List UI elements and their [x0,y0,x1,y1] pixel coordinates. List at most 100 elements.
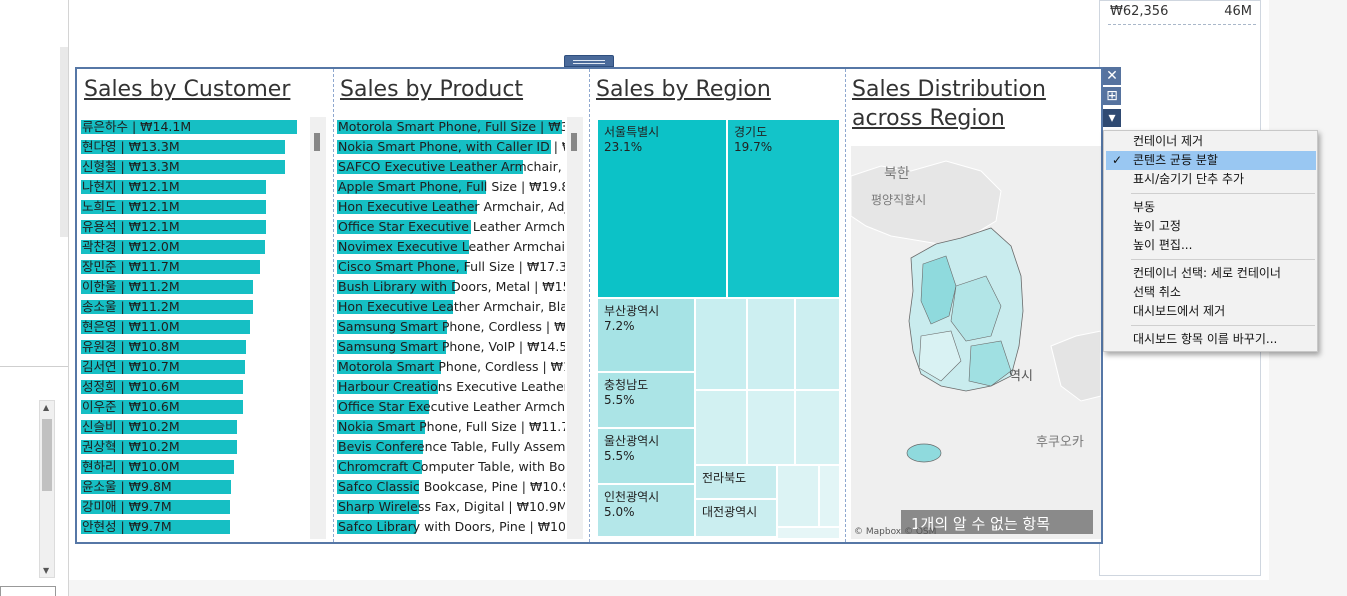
customer-bar-row[interactable]: 유원경 | ₩10.8M [81,337,309,357]
customer-bar-row[interactable]: 현은영 | ₩11.0M [81,317,309,337]
customer-bar[interactable] [81,400,243,414]
product-bar-row[interactable]: Hon Executive Leather Armchair, Adjus [337,197,565,217]
customer-bar-row[interactable]: 김서연 | ₩10.7M [81,357,309,377]
customer-bar[interactable] [81,120,297,134]
product-bar-list[interactable]: Motorola Smart Phone, Full Size | ₩30. No… [337,117,565,539]
product-bar[interactable] [337,440,423,454]
product-bar[interactable] [337,140,551,154]
customer-bar-row[interactable]: 윤소울 | ₩9.8M [81,477,309,497]
product-bar-row[interactable]: Office Star Executive Leather Armchair, [337,397,565,417]
customer-bar-list[interactable]: 류은하수 | ₩14.1M 현다영 | ₩13.3M 신형철 | ₩13.3M 나현지… [81,117,309,539]
product-bar-row[interactable]: Nokia Smart Phone, Full Size | ₩11.7M [337,417,565,437]
product-bar-row[interactable]: Safco Library with Doors, Pine | ₩10.5M [337,517,565,537]
product-bar[interactable] [337,160,523,174]
customer-bar[interactable] [81,300,253,314]
treemap-tile[interactable] [819,465,840,527]
region-treemap[interactable]: 서울특별시 23.1% 경기도 19.7% 부산광역시 7.2% 충청남도 5.… [597,119,840,539]
product-bar[interactable] [337,200,477,214]
product-bar-row[interactable]: Motorola Smart Phone, Cordless | ₩13 [337,357,565,377]
product-bar[interactable] [337,240,469,254]
product-bar-row[interactable]: Samsung Smart Phone, VoIP | ₩14.5M [337,337,565,357]
customer-bar-row[interactable]: 신형철 | ₩13.3M [81,157,309,177]
customer-bar-row[interactable]: 안현성 | ₩9.7M [81,517,309,537]
container-drag-handle[interactable] [564,55,614,67]
product-bar-row[interactable]: Motorola Smart Phone, Full Size | ₩30. [337,117,565,137]
customer-bar[interactable] [81,420,237,434]
treemap-tile[interactable] [695,390,747,465]
product-bar-row[interactable]: Novimex Executive Leather Armchair, A [337,237,565,257]
product-bar-row[interactable]: Apple Smart Phone, Full Size | ₩19.8M [337,177,565,197]
treemap-tile-gyeonggi[interactable]: 경기도 19.7% [727,119,840,298]
product-bar-row[interactable]: Bush Library with Doors, Metal | ₩15.7 [337,277,565,297]
product-bar[interactable] [337,400,429,414]
customer-bar[interactable] [81,340,246,354]
pin-icon[interactable]: ⊞ [1103,87,1121,105]
korea-map[interactable]: 북한 평양직할시 역시 후쿠오카 1개의 알 수 없는 항목 © Mapbox … [851,146,1101,539]
vertical-container[interactable]: Sales by Customer 류은하수 | ₩14.1M 현다영 | ₩13… [75,67,1103,544]
product-bar[interactable] [337,380,438,394]
product-bar[interactable] [337,360,441,374]
customer-bar[interactable] [81,280,253,294]
customer-bar[interactable] [81,380,243,394]
menu-item-remove-container[interactable]: 컨테이너 제거 [1106,132,1316,151]
customer-bar[interactable] [81,260,260,274]
close-icon[interactable]: ✕ [1103,67,1121,85]
dropdown-menu-icon[interactable]: ▾ [1103,109,1121,127]
treemap-tile-jeonbuk[interactable]: 전라북도 [695,465,777,499]
customer-bar-row[interactable]: 류은하수 | ₩14.1M [81,117,309,137]
product-bar[interactable] [337,500,419,514]
product-bar-row[interactable]: Sharp Wireless Fax, Digital | ₩10.9M [337,497,565,517]
menu-item-fix-height[interactable]: 높이 고정 [1106,217,1316,236]
product-scrollbar[interactable] [567,117,583,539]
unknown-items-indicator[interactable]: 1개의 알 수 없는 항목 [901,510,1093,534]
menu-item-distribute-evenly[interactable]: ✓ 콘텐츠 균등 분할 [1106,151,1316,170]
treemap-tile-busan[interactable]: 부산광역시 7.2% [597,298,695,372]
menu-item-remove-from-dashboard[interactable]: 대시보드에서 제거 [1106,302,1316,321]
menu-item-edit-height[interactable]: 높이 편집... [1106,236,1316,255]
product-bar[interactable] [337,340,446,354]
customer-bar-row[interactable]: 신슬비 | ₩10.2M [81,417,309,437]
scroll-thumb[interactable] [42,419,52,491]
product-bar-row[interactable]: Cisco Smart Phone, Full Size | ₩17.3M [337,257,565,277]
left-panel-scrollbar[interactable]: ▲ ▼ [39,400,55,578]
product-bar-row[interactable]: Office Star Executive Leather Armchair, [337,217,565,237]
customer-bar[interactable] [81,180,266,194]
product-bar-row[interactable]: Bevis Conference Table, Fully Assembl [337,437,565,457]
treemap-tile-seoul[interactable]: 서울특별시 23.1% [597,119,727,298]
customer-scroll-thumb[interactable] [314,133,320,151]
product-bar-row[interactable]: Safco Classic Bookcase, Pine | ₩10.9M [337,477,565,497]
menu-item-floating[interactable]: 부동 [1106,198,1316,217]
scroll-down-icon[interactable]: ▼ [43,566,50,575]
customer-bar-row[interactable]: 이한울 | ₩11.2M [81,277,309,297]
customer-bar[interactable] [81,220,266,234]
product-bar[interactable] [337,280,455,294]
customer-bar[interactable] [81,480,231,494]
left-panel-bottom-field[interactable] [0,586,56,596]
customer-bar-row[interactable]: 강미애 | ₩9.7M [81,497,309,517]
product-bar[interactable] [337,480,419,494]
scroll-up-icon[interactable]: ▲ [43,403,50,412]
product-bar-row[interactable]: Samsung Smart Phone, Cordless | ₩14 [337,317,565,337]
customer-bar-row[interactable]: 권상혁 | ₩10.2M [81,437,309,457]
customer-bar[interactable] [81,460,234,474]
product-bar-row[interactable]: SAFCO Executive Leather Armchair, Bl [337,157,565,177]
customer-bar-row[interactable]: 노희도 | ₩12.1M [81,197,309,217]
product-bar[interactable] [337,220,471,234]
product-bar-row[interactable]: Hon Executive Leather Armchair, Black [337,297,565,317]
product-bar[interactable] [337,520,416,534]
customer-bar[interactable] [81,500,230,514]
customer-bar-row[interactable]: 장민준 | ₩11.7M [81,257,309,277]
product-bar[interactable] [337,260,467,274]
customer-bar[interactable] [81,160,285,174]
customer-bar[interactable] [81,140,285,154]
customer-bar[interactable] [81,520,230,534]
treemap-tile[interactable] [747,298,795,390]
menu-item-rename-item[interactable]: 대시보드 항목 이름 바꾸기... [1106,330,1316,349]
menu-item-deselect[interactable]: 선택 취소 [1106,283,1316,302]
treemap-tile[interactable] [795,390,840,465]
customer-bar-row[interactable]: 나현지 | ₩12.1M [81,177,309,197]
customer-bar[interactable] [81,200,266,214]
product-bar[interactable] [337,300,453,314]
treemap-tile[interactable] [695,298,747,390]
product-scroll-thumb[interactable] [571,133,577,151]
